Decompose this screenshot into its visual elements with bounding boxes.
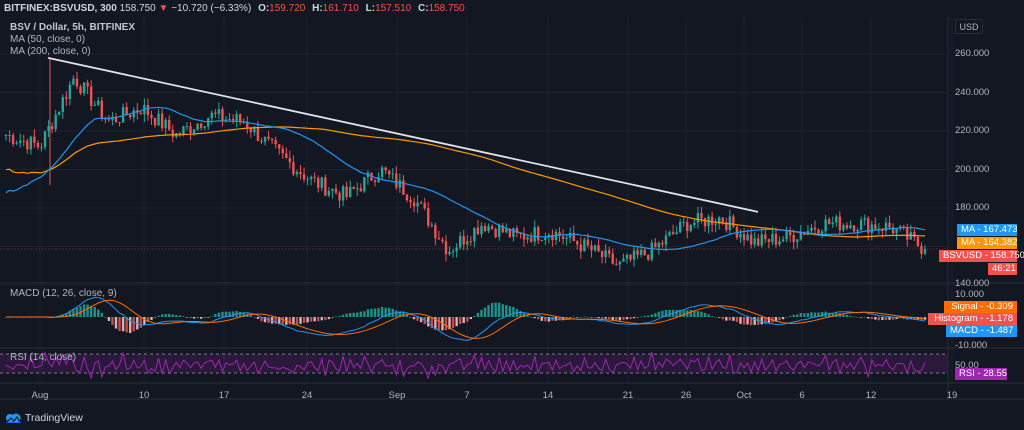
low-label: L: xyxy=(365,3,376,14)
time-label: 26 xyxy=(680,390,692,401)
time-label: 14 xyxy=(542,390,554,401)
chart-frame[interactable]: BSV / Dollar, 5h, BITFINEX MA (50, close… xyxy=(0,17,1024,430)
time-label: 10 xyxy=(138,390,150,401)
high-value: 161.710 xyxy=(322,3,359,14)
low-value: 157.510 xyxy=(375,3,412,14)
last-price: 158.750 xyxy=(119,3,156,14)
time-label: Aug xyxy=(31,390,49,401)
open-value: 159.720 xyxy=(269,3,306,14)
symbol-name[interactable]: BITFINEX:BSVUSD, 300 xyxy=(4,3,117,14)
legend-ma50[interactable]: MA (50, close, 0) xyxy=(10,34,86,45)
rsi-tag: RSI - 28.55 xyxy=(955,368,1007,380)
chart-canvas[interactable] xyxy=(0,17,1024,430)
last-price-tag: BSVUSD - 158.750 xyxy=(939,250,1024,262)
legend-title[interactable]: BSV / Dollar, 5h, BITFINEX xyxy=(10,22,136,33)
legend-ma200[interactable]: MA (200, close, 0) xyxy=(10,46,91,57)
rsi-tick: 50.00 xyxy=(955,360,979,371)
bar-countdown-tag: 46:21 xyxy=(988,263,1017,275)
time-label: 6 xyxy=(799,390,805,401)
high-label: H: xyxy=(312,3,323,14)
price-tick: 240.000 xyxy=(955,87,990,98)
close-label: C: xyxy=(418,3,429,14)
main-legend: BSV / Dollar, 5h, BITFINEX MA (50, close… xyxy=(10,22,135,58)
time-label: Oct xyxy=(736,390,752,401)
time-label: 12 xyxy=(865,390,877,401)
tradingview-cloud-icon xyxy=(6,413,21,423)
histogram-tag: Histogram - -1.178 xyxy=(928,313,1017,325)
time-label: Sep xyxy=(388,390,406,401)
down-arrow-icon: ▼ xyxy=(158,3,169,14)
macd-tick: 10.000 xyxy=(955,289,985,300)
currency-button[interactable]: USD xyxy=(955,19,983,34)
tradingview-logo[interactable]: TradingView xyxy=(4,410,83,426)
macd-tag: MACD - -1.487 xyxy=(946,325,1017,337)
price-tick: 140.000 xyxy=(955,278,990,289)
time-label: 7 xyxy=(464,390,470,401)
price-tick: 220.000 xyxy=(955,125,990,136)
rsi-legend[interactable]: RSI (14, close) xyxy=(10,352,77,363)
open-label: O: xyxy=(258,3,270,14)
price-change: −10.720 (−6.33%) xyxy=(171,3,252,14)
macd-tick: -10.000 xyxy=(955,340,988,351)
signal-tag: Signal - -0.309 xyxy=(944,301,1017,313)
price-tick: 200.000 xyxy=(955,164,990,175)
time-label: 17 xyxy=(218,390,230,401)
time-label: 24 xyxy=(301,390,313,401)
ma200-price-tag: MA - 164.382 xyxy=(957,237,1018,249)
price-tick: 180.000 xyxy=(955,202,990,213)
tradingview-brand: TradingView xyxy=(25,412,83,424)
time-label: 21 xyxy=(622,390,634,401)
close-value: 158.750 xyxy=(428,3,465,14)
symbol-header: BITFINEX:BSVUSD, 300 158.750 ▼ −10.720 (… xyxy=(0,0,1024,17)
price-tick: 260.000 xyxy=(955,48,990,59)
ma50-price-tag: MA - 167.473 xyxy=(957,224,1018,236)
macd-legend[interactable]: MACD (12, 26, close, 9) xyxy=(10,288,117,299)
time-label: 19 xyxy=(946,390,958,401)
